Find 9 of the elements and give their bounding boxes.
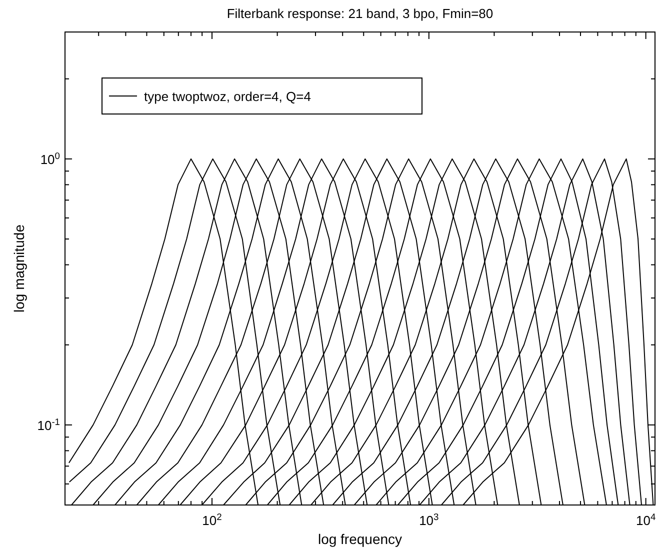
y-axis-title: log magnitude: [11, 224, 27, 312]
x-tick-label: 10$^{2}$: [202, 512, 222, 528]
y-tick-label: 10$^{0}$: [40, 150, 60, 167]
x-axis-title: log frequency: [318, 531, 402, 547]
y-tick-label: 10$^{-1}$: [37, 416, 60, 433]
x-tick-label: 10$^{4}$: [636, 512, 656, 528]
legend-label: type twoptwoz, order=4, Q=4: [144, 89, 311, 104]
chart-title: Filterbank response: 21 band, 3 bpo, Fmin=80: [226, 6, 494, 21]
x-tick-label: 10$^{3}$: [419, 512, 439, 528]
